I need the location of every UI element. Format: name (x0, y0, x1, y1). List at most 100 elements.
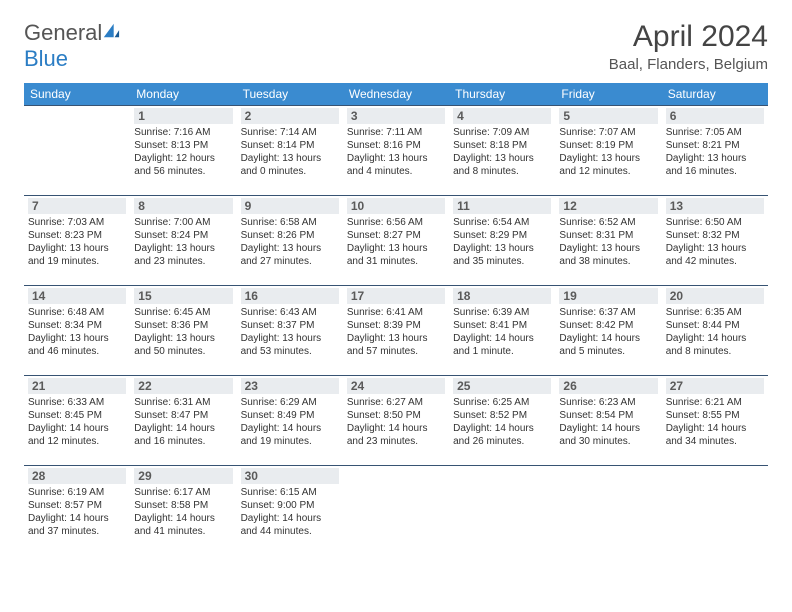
calendar-cell: 26Sunrise: 6:23 AM Sunset: 8:54 PM Dayli… (555, 376, 661, 466)
calendar-cell: 18 Sunrise: 6:39 AM Sunset: 8:41 PM Dayli… (449, 286, 555, 376)
day-number: 23 (241, 378, 339, 394)
day-text: Sunrise: 7:16 AM Sunset: 8:13 PM Dayligh… (134, 126, 232, 178)
calendar-cell: 7 Sunrise: 7:03 AM Sunset: 8:23 PM Daylig… (24, 196, 130, 286)
day-text: Sunrise: 6:31 AM Sunset: 8:47 PM Dayligh… (134, 396, 232, 448)
calendar-cell: 2 Sunrise: 7:14 AM Sunset: 8:14 PM Daylig… (237, 106, 343, 196)
calendar-cell: 15Sunrise: 6:45 AM Sunset: 8:36 PM Dayli… (130, 286, 236, 376)
calendar-cell: 23 Sunrise: 6:29 AM Sunset: 8:49 PM Dayli… (237, 376, 343, 466)
calendar-cell: 3 Sunrise: 7:11 AM Sunset: 8:16 PM Daylig… (343, 106, 449, 196)
day-text: Sunrise: 6:48 AM Sunset: 8:34 PM Dayligh… (28, 306, 126, 358)
day-number: 7 (28, 198, 126, 214)
calendar-cell: 4 Sunrise: 7:09 AM Sunset: 8:18 PM Daylig… (449, 106, 555, 196)
day-header: Monday (130, 83, 236, 106)
calendar-cell: 29 Sunrise: 6:17 AM Sunset: 8:58 PM Dayli… (130, 466, 236, 556)
day-number: 8 (134, 198, 232, 214)
day-header: Tuesday (237, 83, 343, 106)
day-number: 11 (453, 198, 551, 214)
day-header: Saturday (662, 83, 768, 106)
day-number: 10 (347, 198, 445, 214)
day-number: 3 (347, 108, 445, 124)
calendar-cell (24, 106, 130, 196)
day-number: 22 (134, 378, 232, 394)
day-text: Sunrise: 6:15 AM Sunset: 9:00 PM Dayligh… (241, 486, 339, 538)
calendar-row: 28 Sunrise: 6:19 AM Sunset: 8:57 PM Dayli… (24, 466, 768, 556)
calendar-cell (449, 466, 555, 556)
day-number: 19 (559, 288, 657, 304)
day-text: Sunrise: 6:29 AM Sunset: 8:49 PM Dayligh… (241, 396, 339, 448)
calendar-cell: 1 Sunrise: 7:16 AM Sunset: 8:13 PM Daylig… (130, 106, 236, 196)
day-header: Sunday (24, 83, 130, 106)
day-text: Sunrise: 6:58 AM Sunset: 8:26 PM Dayligh… (241, 216, 339, 268)
calendar-row: 1 Sunrise: 7:16 AM Sunset: 8:13 PM Daylig… (24, 106, 768, 196)
day-number: 30 (241, 468, 339, 484)
page-subtitle: Baal, Flanders, Belgium (609, 56, 768, 73)
day-number: 17 (347, 288, 445, 304)
day-header: Wednesday (343, 83, 449, 106)
logo: GeneralBlue (24, 20, 120, 72)
calendar-cell: 16 Sunrise: 6:43 AM Sunset: 8:37 PM Dayli… (237, 286, 343, 376)
calendar-cell: 20 Sunrise: 6:35 AM Sunset: 8:44 PM Dayli… (662, 286, 768, 376)
day-text: Sunrise: 6:33 AM Sunset: 8:45 PM Dayligh… (28, 396, 126, 448)
logo-part1: General (24, 20, 102, 45)
day-number: 28 (28, 468, 126, 484)
day-number: 13 (666, 198, 764, 214)
calendar-cell: 9Sunrise: 6:58 AM Sunset: 8:26 PM Daylig… (237, 196, 343, 286)
day-text: Sunrise: 6:37 AM Sunset: 8:42 PM Dayligh… (559, 306, 657, 358)
calendar-row: 21 Sunrise: 6:33 AM Sunset: 8:45 PM Dayli… (24, 376, 768, 466)
calendar-cell (343, 466, 449, 556)
calendar-cell: 30 Sunrise: 6:15 AM Sunset: 9:00 PM Dayli… (237, 466, 343, 556)
title-block: April 2024 Baal, Flanders, Belgium (609, 20, 768, 73)
day-text: Sunrise: 7:05 AM Sunset: 8:21 PM Dayligh… (666, 126, 764, 178)
day-number: 4 (453, 108, 551, 124)
logo-part2: Blue (24, 46, 68, 71)
calendar-row: 14 Sunrise: 6:48 AM Sunset: 8:34 PM Dayli… (24, 286, 768, 376)
calendar-cell: 24Sunrise: 6:27 AM Sunset: 8:50 PM Dayli… (343, 376, 449, 466)
day-text: Sunrise: 6:52 AM Sunset: 8:31 PM Dayligh… (559, 216, 657, 268)
calendar-cell: 11 Sunrise: 6:54 AM Sunset: 8:29 PM Dayli… (449, 196, 555, 286)
calendar-cell (555, 466, 661, 556)
day-text: Sunrise: 6:39 AM Sunset: 8:41 PM Dayligh… (453, 306, 551, 358)
calendar-cell: 12Sunrise: 6:52 AM Sunset: 8:31 PM Dayli… (555, 196, 661, 286)
day-text: Sunrise: 6:17 AM Sunset: 8:58 PM Dayligh… (134, 486, 232, 538)
day-text: Sunrise: 6:54 AM Sunset: 8:29 PM Dayligh… (453, 216, 551, 268)
day-header: Thursday (449, 83, 555, 106)
calendar-cell: 6 Sunrise: 7:05 AM Sunset: 8:21 PM Daylig… (662, 106, 768, 196)
calendar-cell: 8 Sunrise: 7:00 AM Sunset: 8:24 PM Daylig… (130, 196, 236, 286)
day-text: Sunrise: 6:27 AM Sunset: 8:50 PM Dayligh… (347, 396, 445, 448)
calendar-cell: 5 Sunrise: 7:07 AM Sunset: 8:19 PM Daylig… (555, 106, 661, 196)
day-number: 16 (241, 288, 339, 304)
calendar-cell: 10Sunrise: 6:56 AM Sunset: 8:27 PM Dayli… (343, 196, 449, 286)
day-text: Sunrise: 7:03 AM Sunset: 8:23 PM Dayligh… (28, 216, 126, 268)
day-number: 20 (666, 288, 764, 304)
day-number: 14 (28, 288, 126, 304)
day-text: Sunrise: 6:45 AM Sunset: 8:36 PM Dayligh… (134, 306, 232, 358)
calendar-cell: 27Sunrise: 6:21 AM Sunset: 8:55 PM Dayli… (662, 376, 768, 466)
day-number: 29 (134, 468, 232, 484)
day-number: 1 (134, 108, 232, 124)
day-number: 27 (666, 378, 764, 394)
calendar-row: 7 Sunrise: 7:03 AM Sunset: 8:23 PM Daylig… (24, 196, 768, 286)
day-number: 25 (453, 378, 551, 394)
page-title: April 2024 (609, 20, 768, 54)
calendar-cell: 17Sunrise: 6:41 AM Sunset: 8:39 PM Dayli… (343, 286, 449, 376)
day-text: Sunrise: 7:14 AM Sunset: 8:14 PM Dayligh… (241, 126, 339, 178)
day-text: Sunrise: 6:35 AM Sunset: 8:44 PM Dayligh… (666, 306, 764, 358)
day-text: Sunrise: 6:43 AM Sunset: 8:37 PM Dayligh… (241, 306, 339, 358)
calendar-cell: 25 Sunrise: 6:25 AM Sunset: 8:52 PM Dayli… (449, 376, 555, 466)
day-text: Sunrise: 6:19 AM Sunset: 8:57 PM Dayligh… (28, 486, 126, 538)
calendar-cell: 14 Sunrise: 6:48 AM Sunset: 8:34 PM Dayli… (24, 286, 130, 376)
logo-sail-icon (102, 20, 120, 38)
day-text: Sunrise: 6:25 AM Sunset: 8:52 PM Dayligh… (453, 396, 551, 448)
day-number: 6 (666, 108, 764, 124)
day-text: Sunrise: 7:00 AM Sunset: 8:24 PM Dayligh… (134, 216, 232, 268)
day-number: 26 (559, 378, 657, 394)
day-text: Sunrise: 7:07 AM Sunset: 8:19 PM Dayligh… (559, 126, 657, 178)
day-number: 21 (28, 378, 126, 394)
calendar-cell: 13Sunrise: 6:50 AM Sunset: 8:32 PM Dayli… (662, 196, 768, 286)
day-text: Sunrise: 7:09 AM Sunset: 8:18 PM Dayligh… (453, 126, 551, 178)
day-number: 5 (559, 108, 657, 124)
calendar-cell: 22 Sunrise: 6:31 AM Sunset: 8:47 PM Dayli… (130, 376, 236, 466)
day-number: 2 (241, 108, 339, 124)
day-text: Sunrise: 7:11 AM Sunset: 8:16 PM Dayligh… (347, 126, 445, 178)
day-number: 18 (453, 288, 551, 304)
